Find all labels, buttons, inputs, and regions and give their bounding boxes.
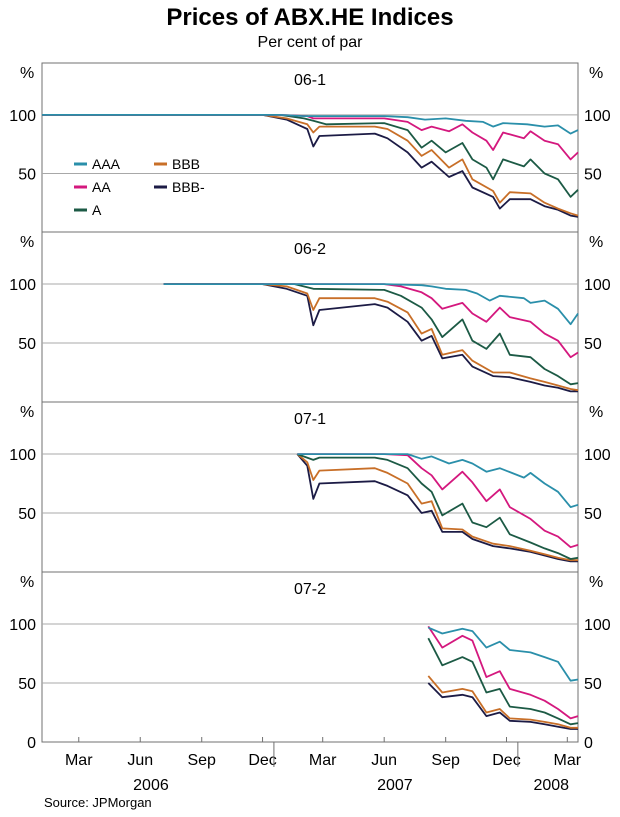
y-tick-label-left: 50: [18, 676, 36, 693]
series-line-a: [296, 453, 579, 560]
x-tick-label: Sep: [431, 752, 460, 769]
x-tick-label: Dec: [248, 752, 276, 769]
x-year-label: 2006: [133, 777, 169, 794]
y-unit-left: %: [20, 234, 34, 251]
source-note: Source: JPMorgan: [44, 795, 152, 810]
x-tick-label: Mar: [554, 752, 582, 769]
series-line-bbb: [296, 453, 578, 562]
y-tick-label-right: 100: [584, 447, 611, 464]
y-tick-label-left: 50: [18, 506, 36, 523]
y-tick-label-right: 100: [584, 617, 611, 634]
series-line-aaa: [163, 283, 579, 326]
y-tick-label-left: 100: [9, 447, 36, 464]
y-tick-label-left: 50: [18, 336, 36, 353]
series-line-aaa: [42, 114, 579, 135]
x-tick-label: Dec: [492, 752, 520, 769]
legend-label: AAA: [92, 156, 121, 172]
panel-title: 07-1: [294, 411, 326, 428]
y-unit-right: %: [589, 65, 603, 82]
series-line-bbbminus: [163, 283, 578, 393]
y-tick-label-right: 50: [584, 676, 602, 693]
y-tick-label-left: 0: [27, 735, 36, 752]
series-line-bbbminus: [296, 453, 578, 563]
y-unit-left: %: [20, 404, 34, 421]
panel-title: 06-1: [294, 72, 326, 89]
x-year-label: 2007: [377, 777, 413, 794]
y-tick-label-left: 50: [18, 166, 36, 183]
chart-title: Prices of ABX.HE Indices: [166, 4, 454, 31]
y-tick-label-right: 100: [584, 277, 611, 294]
y-tick-label-right: 100: [584, 108, 611, 125]
legend-label: BBB: [172, 156, 200, 172]
series-line-bbbminus: [427, 682, 578, 730]
series-line-bbb: [163, 283, 579, 392]
y-tick-label-right: 50: [584, 506, 602, 523]
series-line-a: [163, 283, 579, 386]
legend-label: A: [92, 202, 102, 218]
series-line-aa: [42, 114, 579, 161]
series-line-a: [42, 114, 579, 198]
y-unit-right: %: [589, 234, 603, 251]
y-tick-label-right: 50: [584, 336, 602, 353]
series-line-aaa: [297, 453, 579, 509]
y-tick-label-right: 0: [584, 735, 593, 752]
x-tick-label: Sep: [187, 752, 216, 769]
y-tick-label-left: 100: [9, 108, 36, 125]
y-unit-left: %: [20, 574, 34, 591]
y-tick-label-left: 100: [9, 277, 36, 294]
y-tick-label-right: 50: [584, 166, 602, 183]
series-line-bbb: [42, 114, 579, 217]
series-line-aa: [163, 283, 579, 359]
series-line-aa: [427, 625, 579, 720]
panel-title: 07-2: [294, 581, 326, 598]
x-tick-label: Mar: [65, 752, 93, 769]
x-tick-label: Jun: [371, 752, 397, 769]
y-unit-right: %: [589, 574, 603, 591]
y-unit-left: %: [20, 65, 34, 82]
panel-title: 06-2: [294, 241, 326, 258]
series-line-bbbminus: [42, 114, 579, 218]
series-line-aaa: [427, 626, 579, 682]
chart-subtitle: Per cent of par: [257, 34, 363, 51]
series-line-a: [427, 637, 579, 726]
x-tick-label: Mar: [309, 752, 337, 769]
y-tick-label-left: 100: [9, 617, 36, 634]
series-line-aa: [297, 453, 579, 549]
x-tick-label: Jun: [127, 752, 153, 769]
legend-label: BBB-: [172, 179, 205, 195]
series-line-bbb: [427, 675, 578, 729]
y-unit-right: %: [589, 404, 603, 421]
legend-label: AA: [92, 179, 111, 195]
x-year-label: 2008: [533, 777, 569, 794]
